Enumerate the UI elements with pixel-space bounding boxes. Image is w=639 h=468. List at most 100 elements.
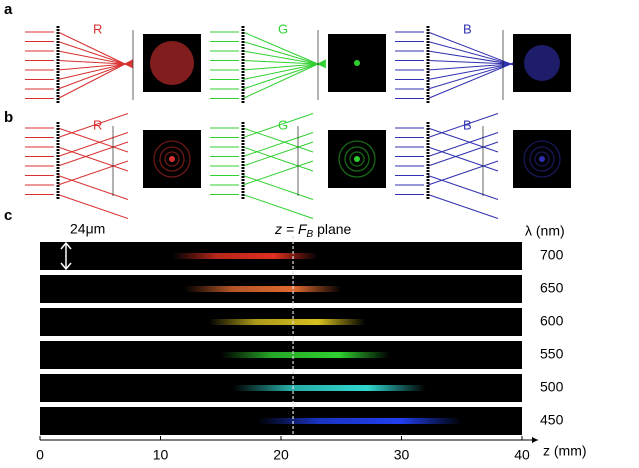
crossing-ray (57, 175, 129, 200)
x-tick-label: 20 (273, 447, 289, 463)
crossing-ray (242, 175, 314, 200)
panel-label: c (4, 207, 12, 224)
spot (524, 45, 560, 81)
focused-ray (242, 50, 319, 65)
ring (344, 146, 370, 172)
scale-bar-heads (60, 241, 72, 271)
wavelength-label: 500 (540, 379, 564, 395)
plane-label-sub: B (307, 229, 314, 240)
panel-label: b (4, 109, 13, 126)
focused-ray (427, 63, 512, 80)
x-axis-label: z (mm) (543, 443, 587, 459)
focused-ray (242, 63, 319, 80)
channel-label: B (463, 117, 472, 132)
crossing-ray (57, 146, 129, 172)
crossing-ray (427, 141, 499, 167)
focused-ray (427, 63, 512, 71)
wavelength-label: 600 (540, 313, 564, 329)
crossing-ray (57, 194, 129, 219)
focused-ray (427, 60, 512, 65)
focused-ray (57, 50, 126, 65)
plane-label-main: z = F (274, 221, 308, 237)
spot (150, 41, 194, 85)
focused-ray (57, 63, 126, 71)
crossing-ray (242, 127, 314, 153)
focused-ray (242, 60, 319, 65)
channel-label: G (278, 117, 288, 132)
focused-ray (427, 63, 512, 99)
crossing-ray (57, 160, 129, 186)
focused-ray (427, 50, 512, 65)
crossing-ray (57, 141, 129, 167)
crossing-ray (242, 160, 314, 186)
crossing-ray (427, 160, 499, 186)
focused-ray (57, 41, 126, 65)
x-tick-label: 10 (153, 447, 169, 463)
ring (534, 151, 550, 167)
focused-ray (57, 31, 126, 65)
crossing-ray (427, 113, 499, 138)
crossing-ray (427, 127, 499, 153)
spot (354, 156, 360, 162)
crossing-ray (57, 127, 129, 153)
focal-streak (256, 418, 462, 424)
spot (539, 156, 545, 162)
ring (164, 151, 180, 167)
focal-streak (184, 286, 342, 292)
ring (523, 140, 561, 178)
plane-label: z = FB plane (274, 221, 352, 240)
spot (354, 60, 360, 66)
crossing-ray (427, 132, 499, 157)
channel-label: R (93, 21, 102, 36)
focused-ray (242, 63, 319, 90)
wavelength-label: 550 (540, 346, 564, 362)
wavelength-label: 700 (540, 247, 564, 263)
focused-ray (57, 60, 126, 65)
plane-label-rest: plane (313, 221, 351, 237)
ring (338, 140, 376, 178)
crossing-ray (242, 194, 314, 219)
panel-label: a (4, 1, 13, 18)
channel-label: G (278, 21, 288, 36)
scale-bar-label: 24μm (70, 221, 105, 237)
x-tick-label: 40 (514, 447, 530, 463)
x-tick-label: 30 (394, 447, 410, 463)
lambda-label: λ (nm) (525, 223, 565, 239)
crossing-ray (427, 146, 499, 172)
focal-streak (232, 385, 426, 391)
focal-streak (208, 319, 366, 325)
crossing-ray (57, 132, 129, 157)
channel-label: R (93, 117, 102, 132)
focused-ray (57, 63, 126, 90)
ring (159, 146, 185, 172)
focused-ray (57, 63, 126, 99)
focused-ray (57, 63, 126, 80)
wavelength-label: 650 (540, 280, 564, 296)
focused-ray (242, 31, 319, 65)
crossing-ray (242, 132, 314, 157)
wavelength-label: 450 (540, 412, 564, 428)
focused-ray (427, 41, 512, 65)
focused-ray (242, 63, 319, 71)
focused-ray (427, 31, 512, 65)
focal-streak (220, 352, 390, 358)
crossing-ray (242, 113, 314, 138)
focused-ray (427, 63, 512, 90)
channel-label: B (463, 21, 472, 36)
x-tick-label: 0 (36, 447, 44, 463)
crossing-ray (242, 146, 314, 172)
crossing-ray (57, 113, 129, 138)
diverging-ray (317, 59, 327, 65)
focused-ray (242, 41, 319, 65)
ring (529, 146, 555, 172)
spot (169, 156, 175, 162)
crossing-ray (427, 194, 499, 219)
crossing-ray (242, 141, 314, 167)
focal-streak (172, 253, 318, 259)
ring (153, 140, 191, 178)
focused-ray (242, 63, 319, 99)
diverging-ray (124, 59, 134, 65)
ring (349, 151, 365, 167)
crossing-ray (427, 175, 499, 200)
